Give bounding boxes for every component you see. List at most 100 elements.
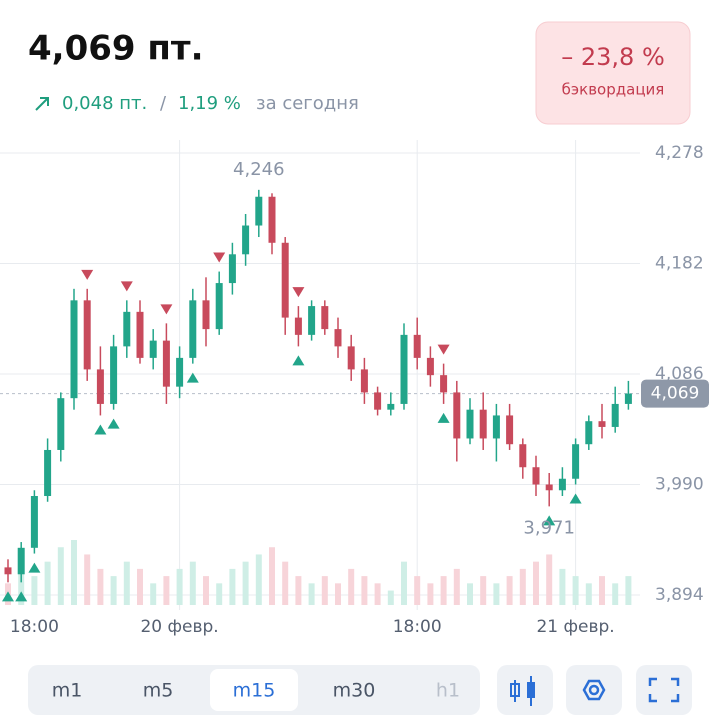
- candle-body: [374, 392, 382, 410]
- volume-bar: [31, 576, 38, 605]
- candle-body: [479, 409, 487, 439]
- tab-selected: [210, 669, 298, 711]
- y-tick-label: 3,894: [655, 585, 704, 605]
- candle-body: [585, 421, 593, 445]
- volume-bar: [599, 576, 605, 605]
- volume-bar: [203, 576, 209, 605]
- candle-body: [294, 317, 302, 335]
- volume-bar: [453, 568, 460, 605]
- x-tick-label: 18:00: [393, 617, 442, 637]
- tab[interactable]: m30: [333, 680, 376, 702]
- extreme-label: 4,246: [233, 159, 285, 180]
- volume-bar: [110, 576, 117, 605]
- sell-marker: [160, 304, 173, 315]
- candle-body: [400, 334, 408, 404]
- volume-bar: [282, 561, 289, 605]
- buy-marker: [437, 412, 450, 423]
- volume-bar: [440, 576, 447, 605]
- candle-body: [136, 311, 144, 358]
- sell-marker: [120, 281, 133, 292]
- candle-body: [492, 415, 500, 439]
- candle-body: [202, 300, 210, 330]
- volume-bar: [242, 561, 249, 605]
- up-arrow: [35, 97, 49, 111]
- volume-bar: [18, 568, 25, 605]
- candle-body: [624, 393, 632, 404]
- sell-marker: [437, 344, 450, 355]
- last-price-box: [641, 379, 709, 408]
- x-tick-label: 20 февр.: [140, 617, 218, 637]
- volume-bar: [308, 583, 315, 605]
- change-pct: 1,19 %: [178, 93, 241, 114]
- candle-body: [123, 311, 131, 347]
- extreme-label: 3,971: [523, 517, 575, 538]
- candles-button[interactable]: [497, 665, 553, 715]
- price: 4,069 пт.: [28, 29, 204, 69]
- volume-bar: [269, 547, 275, 605]
- badge-label: бэквордация: [562, 81, 665, 99]
- candle-body: [334, 329, 342, 347]
- volume-bar: [533, 561, 539, 605]
- candle-body: [281, 242, 289, 318]
- candle-body: [255, 196, 263, 226]
- candle-body: [242, 225, 250, 255]
- volume-bar: [189, 561, 196, 605]
- badge: [535, 21, 691, 125]
- settings-button[interactable]: [566, 665, 622, 715]
- tab[interactable]: m15: [233, 680, 276, 702]
- volume-bar: [255, 554, 262, 605]
- candle-body: [558, 478, 566, 491]
- candle-body: [453, 392, 461, 439]
- sell-marker: [213, 252, 226, 263]
- candle-body: [466, 409, 474, 439]
- volume-bar: [216, 583, 223, 605]
- volume-bar: [374, 583, 381, 605]
- volume-bar: [559, 568, 566, 605]
- candle-body: [70, 300, 78, 399]
- volume-bar: [176, 568, 183, 605]
- candle-body: [321, 306, 329, 330]
- volume-bar: [57, 547, 64, 605]
- candle-body: [57, 398, 65, 450]
- candle-body: [598, 421, 606, 427]
- candle-body: [426, 357, 434, 376]
- candle-body: [83, 300, 91, 370]
- tab[interactable]: m5: [143, 680, 174, 702]
- volume-bar: [387, 590, 394, 605]
- volume-bar: [467, 583, 473, 605]
- candle-body: [149, 340, 157, 358]
- sell-marker: [292, 287, 305, 298]
- volume-bar: [295, 576, 302, 605]
- tab[interactable]: m1: [52, 680, 83, 702]
- volume-bar: [612, 583, 619, 605]
- candle-body: [440, 375, 448, 393]
- buy-marker: [292, 355, 305, 366]
- buy-marker: [569, 493, 582, 504]
- candle-body: [176, 357, 184, 387]
- candle-body: [17, 547, 25, 575]
- volume-bar: [572, 576, 579, 605]
- volume-bar: [321, 576, 328, 605]
- buy-marker: [543, 515, 556, 526]
- x-tick-label: 18:00: [10, 617, 59, 637]
- candle-body: [268, 196, 276, 243]
- x-tick-label: 21 февр.: [536, 617, 614, 637]
- volume-bar: [229, 568, 236, 605]
- candle-body: [228, 254, 236, 284]
- y-tick-label: 4,278: [655, 143, 704, 163]
- candle-body: [413, 334, 421, 358]
- volume-bar: [163, 576, 170, 605]
- tab[interactable]: h1: [436, 680, 460, 702]
- buy-marker: [28, 562, 41, 573]
- sell-marker: [81, 269, 94, 280]
- volume-bar: [84, 554, 91, 605]
- buy-marker: [107, 418, 120, 429]
- fullscreen-button[interactable]: [636, 665, 692, 715]
- volume-bar: [137, 568, 143, 605]
- last-price-label: 4,069: [651, 384, 700, 404]
- candle-body: [347, 346, 355, 370]
- volume-bar: [335, 583, 341, 605]
- candle-body: [96, 369, 104, 404]
- badge-value: – 23,8 %: [561, 43, 665, 71]
